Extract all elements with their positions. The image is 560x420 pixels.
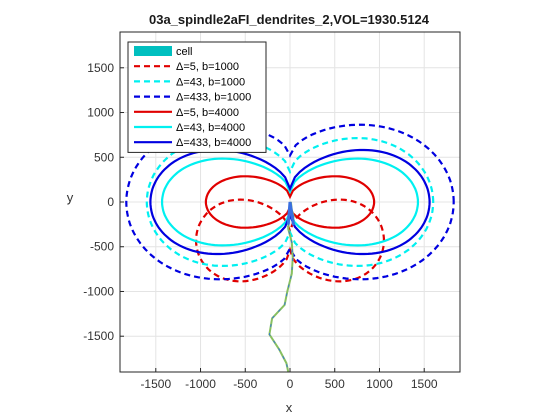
legend-entry: Δ=43, b=4000 (176, 122, 245, 134)
y-tick-label: -1500 (83, 329, 114, 343)
y-tick-label: 1500 (87, 61, 114, 75)
x-tick-label: -500 (233, 377, 257, 391)
x-tick-label: 500 (325, 377, 345, 391)
x-tick-label: 0 (287, 377, 294, 391)
legend-entry: Δ=43, b=1000 (176, 76, 245, 88)
y-tick-label: 500 (94, 150, 114, 164)
series-line (149, 148, 431, 256)
series-line (145, 136, 435, 268)
x-tick-label: 1000 (366, 377, 393, 391)
legend: cell Δ=5, b=1000 Δ=43, b=1000 Δ=433, b=1000… (127, 41, 267, 153)
series-line (161, 157, 419, 247)
x-tick-label: 1500 (411, 377, 438, 391)
legend-entry: cell (176, 46, 193, 58)
x-axis-label: x (286, 400, 293, 415)
cell-soma (286, 201, 296, 226)
y-tick-label: 1000 (87, 106, 114, 120)
series-line (125, 123, 455, 281)
legend-entry: Δ=433, b=4000 (176, 137, 251, 149)
y-tick-label: -500 (90, 240, 114, 254)
legend-entry: Δ=5, b=1000 (176, 61, 239, 73)
legend-entry: Δ=5, b=4000 (176, 107, 239, 119)
legend-entry: Δ=433, b=1000 (176, 92, 251, 104)
series-group (125, 123, 455, 372)
chart-title: 03a_spindle2aFI_dendrites_2,VOL=1930.512… (149, 12, 430, 27)
y-tick-label: 0 (107, 195, 114, 209)
legend-swatch (134, 46, 172, 56)
y-tick-label: -1000 (83, 284, 114, 298)
y-axis-label: y (67, 190, 74, 205)
x-tick-label: -1000 (185, 377, 216, 391)
series-line (204, 175, 376, 229)
x-tick-label: -1500 (140, 377, 171, 391)
legend-box (127, 41, 267, 153)
